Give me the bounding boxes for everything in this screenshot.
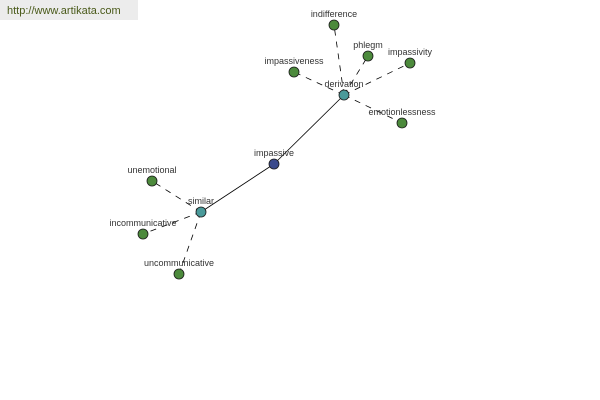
edge-impassive-similar: [200, 163, 275, 213]
node-label-similar[interactable]: similar: [188, 196, 214, 206]
node-impassivity[interactable]: [404, 57, 416, 69]
node-derivation[interactable]: [338, 89, 350, 101]
edge-derivation-emotionlessness: [343, 94, 403, 124]
node-label-unemotional[interactable]: unemotional: [127, 165, 176, 175]
node-phlegm[interactable]: [362, 50, 374, 62]
node-similar[interactable]: [195, 206, 207, 218]
node-indifference[interactable]: [328, 19, 340, 31]
edge-derivation-impassiveness: [293, 71, 345, 96]
node-uncommunicative[interactable]: [173, 268, 185, 280]
node-label-impassiveness[interactable]: impassiveness: [264, 56, 324, 66]
node-impassive[interactable]: [268, 158, 280, 170]
node-label-impassive[interactable]: impassive: [254, 148, 294, 158]
node-emotionlessness[interactable]: [396, 117, 408, 129]
node-label-impassivity[interactable]: impassivity: [388, 47, 433, 57]
node-label-emotionlessness[interactable]: emotionlessness: [368, 107, 436, 117]
edge-derivation-phlegm: [343, 55, 369, 96]
node-unemotional[interactable]: [146, 175, 158, 187]
node-label-derivation[interactable]: derivation: [324, 79, 363, 89]
node-label-incommunicative[interactable]: incommunicative: [109, 218, 176, 228]
edge-similar-unemotional: [151, 180, 202, 213]
node-label-uncommunicative[interactable]: uncommunicative: [144, 258, 214, 268]
node-incommunicative[interactable]: [137, 228, 149, 240]
edge-similar-incommunicative: [142, 211, 202, 235]
node-label-indifference[interactable]: indifference: [311, 9, 357, 19]
node-impassiveness[interactable]: [288, 66, 300, 78]
node-label-phlegm[interactable]: phlegm: [353, 40, 383, 50]
edge-derivation-impassivity: [343, 62, 411, 96]
site-url-banner[interactable]: http://www.artikata.com: [0, 0, 138, 20]
edge-impassive-derivation: [273, 94, 345, 165]
